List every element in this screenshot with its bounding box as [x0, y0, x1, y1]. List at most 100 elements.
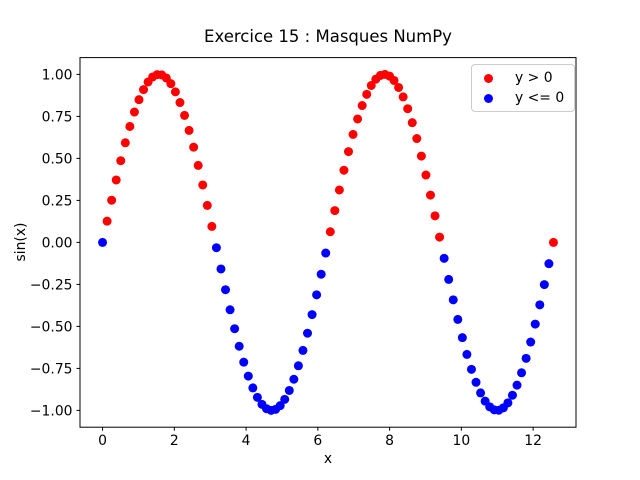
x-tick-label: 12: [524, 433, 542, 449]
scatter-point: [230, 324, 240, 334]
scatter-point: [289, 374, 299, 384]
scatter-point: [366, 80, 376, 90]
y-tick-label: 0.00: [42, 235, 73, 251]
scatter-point: [398, 92, 408, 102]
scatter-point: [544, 259, 554, 269]
x-tick-label: 6: [313, 433, 322, 449]
chart-title: Exercice 15 : Masques NumPy: [204, 27, 452, 46]
scatter-point: [307, 310, 317, 320]
y-tick-label: −0.75: [30, 361, 73, 377]
scatter-point: [457, 333, 467, 343]
scatter-point: [275, 401, 285, 411]
scatter-point: [439, 253, 449, 263]
scatter-point: [221, 285, 231, 295]
scatter-point: [548, 237, 558, 247]
y-tick-label: 0.75: [42, 109, 73, 125]
scatter-point: [476, 388, 486, 398]
scatter-point: [166, 79, 176, 89]
y-tick-label: −0.50: [30, 319, 73, 335]
scatter-point: [239, 357, 249, 367]
scatter-point: [321, 248, 331, 258]
scatter-point: [348, 129, 358, 139]
scatter-point: [189, 142, 199, 152]
scatter-point: [303, 328, 313, 338]
scatter-point: [252, 392, 262, 402]
scatter-point: [444, 274, 454, 284]
legend-marker-red-icon: [484, 73, 493, 83]
scatter-point: [362, 89, 372, 99]
scatter-point: [330, 206, 340, 216]
plot-frame: [79, 57, 577, 428]
scatter-point: [503, 398, 513, 408]
y-tick-label: 0.25: [42, 193, 73, 209]
legend-label-nonpositive: y <= 0: [515, 90, 565, 106]
scatter-point: [98, 237, 108, 247]
x-axis-label: x: [323, 451, 333, 467]
scatter-point: [116, 156, 126, 166]
scatter-point: [280, 394, 290, 404]
scatter-point: [343, 147, 353, 157]
scatter-point: [407, 118, 417, 128]
x-tick-label: 4: [242, 433, 251, 449]
scatter-point: [539, 280, 549, 290]
legend-item-positive: y > 0: [484, 70, 564, 86]
scatter-point: [298, 345, 308, 355]
scatter-point: [202, 200, 212, 210]
scatter-point: [507, 390, 517, 400]
scatter-point: [125, 121, 135, 131]
scatter-point: [312, 290, 322, 300]
scatter-point: [216, 264, 226, 274]
scatter-point: [284, 385, 294, 395]
scatter-point: [211, 243, 221, 253]
scatter-point: [453, 314, 463, 324]
y-tick-label: −0.25: [30, 277, 73, 293]
scatter-point: [120, 138, 130, 148]
scatter-point: [111, 175, 121, 185]
x-tick-label: 0: [98, 433, 107, 449]
scatter-point: [234, 341, 244, 351]
scatter-point: [517, 368, 527, 378]
scatter-point: [129, 107, 139, 117]
x-tick-label: 8: [385, 433, 394, 449]
scatter-point: [248, 383, 258, 393]
legend-item-nonpositive: y <= 0: [484, 90, 564, 106]
scatter-point: [530, 319, 540, 329]
x-tick-label: 2: [170, 433, 179, 449]
scatter-point: [462, 349, 472, 359]
scatter-point: [225, 305, 235, 315]
scatter-point: [334, 185, 344, 195]
scatter-point: [425, 190, 435, 200]
scatter-point: [170, 87, 180, 97]
scatter-point: [430, 211, 440, 221]
scatter-point: [448, 295, 458, 305]
scatter-point: [102, 216, 112, 226]
scatter-point: [316, 269, 326, 279]
x-tick-label: 10: [453, 433, 471, 449]
scatter-point: [416, 151, 426, 161]
scatter-point: [139, 85, 149, 95]
scatter-point: [107, 195, 117, 205]
scatter-point: [412, 134, 422, 144]
scatter-point: [435, 232, 445, 242]
scatter-point: [357, 101, 367, 111]
scatter-point: [353, 114, 363, 124]
scatter-point: [421, 170, 431, 180]
scatter-point: [512, 380, 522, 390]
scatter-point: [207, 221, 217, 231]
scatter-point: [325, 227, 335, 237]
scatter-point: [134, 95, 144, 105]
y-tick-label: −1.00: [30, 403, 73, 419]
scatter-point: [193, 160, 203, 170]
y-tick-label: 1.00: [42, 67, 73, 83]
scatter-point: [243, 371, 253, 381]
legend-marker-blue-icon: [484, 93, 493, 103]
scatter-point: [389, 75, 399, 85]
scatter-point: [526, 337, 536, 347]
scatter-point: [293, 361, 303, 371]
scatter-point: [535, 300, 545, 310]
scatter-point: [175, 98, 185, 108]
scatter-point: [466, 364, 476, 374]
y-tick-label: 0.50: [42, 151, 73, 167]
